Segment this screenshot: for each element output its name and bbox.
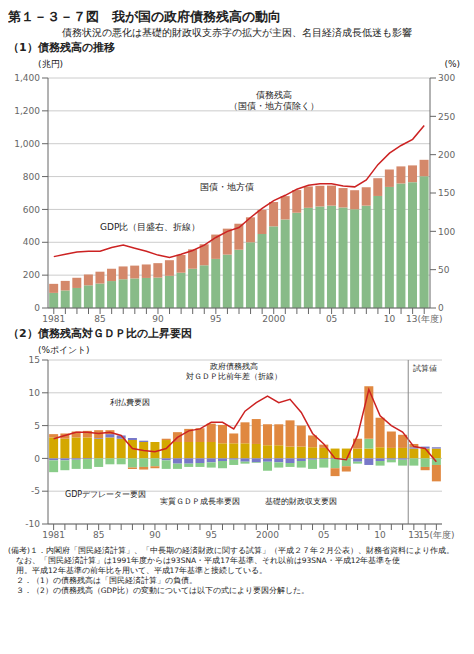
html-text:政府債務残高 対ＧＤＰ比前年差（折線）: 政府債務残高 対ＧＤＰ比前年差（折線） xyxy=(186,362,282,381)
svg-text:2000: 2000 xyxy=(262,314,285,324)
html-text:３．（2）の債務残高（GDP比）の変動については以下の式によ: ３．（2）の債務残高（GDP比）の変動については以下の式により要因分解した。 xyxy=(8,586,309,595)
svg-text:05: 05 xyxy=(326,314,337,324)
html-text:基礎的財政収支要因: 基礎的財政収支要因 xyxy=(265,497,337,506)
svg-text:13(年度): 13(年度) xyxy=(406,314,442,324)
svg-text:05: 05 xyxy=(318,530,329,540)
svg-text:90: 90 xyxy=(152,314,164,324)
html-text:債務残高 （国債・地方債除く）: 債務残高 （国債・地方債除く） xyxy=(229,90,319,111)
svg-text:85: 85 xyxy=(93,530,104,540)
svg-text:150: 150 xyxy=(438,188,455,198)
html-text:用。平成12年基準の前年比を用いて、平成17年基準と接続して: 用。平成12年基準の前年比を用いて、平成17年基準と接続している。 xyxy=(8,566,268,575)
svg-text:1,000: 1,000 xyxy=(14,139,40,149)
html-text:(%ポイント): (%ポイント) xyxy=(38,345,90,355)
html-text:第１－３－７図 我が国の政府債務残高の動向: 第１－３－７図 我が国の政府債務残高の動向 xyxy=(8,9,281,24)
svg-text:5: 5 xyxy=(34,421,40,431)
svg-text:10: 10 xyxy=(29,388,41,398)
html-text:なお、「国民経済計算」は1991年度からは93SNA・平成1: なお、「国民経済計算」は1991年度からは93SNA・平成17年基準、それ以前は… xyxy=(8,556,401,565)
svg-text:85: 85 xyxy=(94,314,105,324)
html-text:実質ＧＤＰ成長率要因: 実質ＧＤＰ成長率要因 xyxy=(160,497,240,506)
svg-text:1981: 1981 xyxy=(42,530,65,540)
svg-text:-10: -10 xyxy=(25,519,40,529)
svg-text:200: 200 xyxy=(438,150,455,160)
svg-text:95: 95 xyxy=(206,530,217,540)
html-text:GDPデフレーター要因: GDPデフレーター要因 xyxy=(65,490,147,499)
html-text:（2）債務残高対ＧＤＰ比の上昇要因: （2）債務残高対ＧＤＰ比の上昇要因 xyxy=(8,327,192,340)
html-text:２．（1）の債務残高は「国民経済計算」の負債。: ２．（1）の債務残高は「国民経済計算」の負債。 xyxy=(8,576,197,585)
svg-text:90: 90 xyxy=(149,530,161,540)
svg-text:10: 10 xyxy=(384,314,396,324)
svg-text:13: 13 xyxy=(408,530,420,541)
html-text:(兆円): (兆円) xyxy=(38,59,63,69)
svg-text:1,400: 1,400 xyxy=(14,73,40,83)
svg-text:250: 250 xyxy=(438,112,455,122)
svg-text:10: 10 xyxy=(374,530,386,540)
svg-text:400: 400 xyxy=(23,237,40,247)
svg-text:600: 600 xyxy=(23,205,40,215)
html-text:GDP比（目盛右、折線）: GDP比（目盛右、折線） xyxy=(100,222,201,232)
svg-text:1,200: 1,200 xyxy=(14,106,40,116)
svg-text:300: 300 xyxy=(438,73,455,83)
html-text:国債・地方債: 国債・地方債 xyxy=(200,182,254,192)
svg-text:2000: 2000 xyxy=(256,530,279,540)
svg-text:0: 0 xyxy=(34,303,40,313)
svg-text:95: 95 xyxy=(210,314,221,324)
svg-text:-5: -5 xyxy=(31,486,40,496)
svg-text:15(年度): 15(年度) xyxy=(418,530,454,540)
svg-text:0: 0 xyxy=(34,454,40,464)
html-text:債務状況の悪化は基礎的財政収支赤字の拡大が主因、名目経済成長: 債務状況の悪化は基礎的財政収支赤字の拡大が主因、名目経済成長低迷も影響 xyxy=(62,27,412,38)
svg-text:50: 50 xyxy=(438,265,450,275)
svg-text:0: 0 xyxy=(438,303,444,313)
svg-text:1981: 1981 xyxy=(42,314,65,324)
html-text:(備考)１．内閣府「国民経済計算」、「中長期の経済財政に関す: (備考)１．内閣府「国民経済計算」、「中長期の経済財政に関する試算」（平成２７年… xyxy=(8,546,454,555)
html-text:利払費要因: 利払費要因 xyxy=(110,398,150,407)
svg-text:800: 800 xyxy=(23,172,40,182)
html-text:（1）債務残高の推移: （1）債務残高の推移 xyxy=(8,41,115,54)
svg-text:15: 15 xyxy=(29,355,40,365)
svg-text:試算値: 試算値 xyxy=(413,364,437,373)
svg-text:100: 100 xyxy=(438,227,455,237)
svg-text:200: 200 xyxy=(23,270,40,280)
